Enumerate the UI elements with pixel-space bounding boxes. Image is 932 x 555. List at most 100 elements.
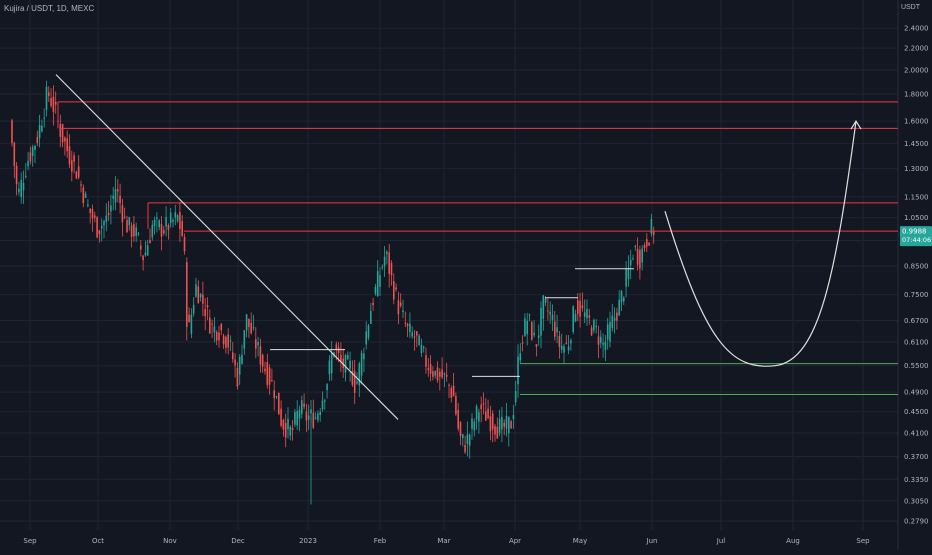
candle-body (64, 137, 66, 142)
candle-body (356, 381, 358, 384)
candle-body (537, 335, 540, 338)
x-tick-label: Nov (163, 537, 177, 545)
candle-body (330, 353, 333, 374)
candle-body (103, 221, 105, 226)
candle-body (259, 346, 262, 365)
candle-body (650, 218, 653, 234)
candle-body (264, 368, 266, 372)
x-tick-label: Mar (437, 537, 450, 545)
candle-body (48, 92, 50, 96)
candle-body (625, 269, 627, 287)
candle-body (59, 123, 62, 137)
candle-body (248, 318, 250, 327)
symbol-header: Kujira / USDT, 1D, MEXC (4, 4, 95, 13)
candle-body (195, 284, 197, 297)
candle-body (531, 322, 533, 340)
descending-trendline (55, 74, 399, 420)
candle-body (337, 347, 340, 354)
candle-body (397, 300, 400, 315)
candle-body (542, 295, 545, 319)
candle-body (149, 239, 151, 244)
candle-body (347, 355, 349, 360)
candle-body (388, 252, 390, 274)
candle-body (146, 245, 149, 256)
candle-body (524, 318, 526, 336)
candle-body (367, 325, 370, 338)
candle-body (452, 385, 455, 397)
candle-body (514, 391, 517, 403)
candle-body (629, 259, 632, 266)
candle-body (459, 422, 462, 437)
candle-body (255, 339, 257, 349)
candle-body (41, 125, 43, 132)
candle-body (583, 312, 586, 317)
candle-body (213, 326, 216, 333)
candle-body (36, 137, 39, 143)
candle-body (43, 117, 45, 119)
candle-body (600, 336, 602, 344)
candle-body (289, 426, 292, 436)
candle-body (602, 342, 604, 345)
candle-body (593, 319, 595, 331)
candle-body (353, 370, 356, 393)
current-price-tag (900, 226, 932, 247)
candle-body (464, 444, 466, 453)
candle-body (358, 363, 361, 386)
y-tick-label: 2.4000 (904, 25, 929, 33)
candle-body (636, 249, 639, 265)
candle-body (604, 341, 607, 351)
candle-body (117, 189, 119, 192)
candle-body (448, 384, 450, 386)
candle-body (144, 252, 147, 256)
candle-body (190, 314, 193, 334)
candle-body (298, 409, 301, 419)
x-tick-label: Apr (509, 537, 521, 545)
candle-body (416, 331, 418, 336)
candle-body (393, 281, 395, 300)
candle-body (11, 120, 13, 144)
x-tick-label: Sep (856, 537, 870, 545)
candle-body (137, 233, 140, 235)
candle-body (567, 346, 570, 351)
candle-body (142, 255, 144, 261)
candle-body (503, 422, 505, 427)
candle-body (312, 412, 315, 428)
candle-body (169, 212, 172, 224)
candle-body (399, 302, 402, 306)
candle-body (574, 313, 577, 322)
y-tick-label: 0.3700 (904, 453, 929, 461)
candle-body (140, 245, 142, 250)
candle-body (521, 342, 524, 344)
y-tick-label: 0.7500 (904, 291, 929, 299)
candle-body (133, 224, 135, 237)
candle-body (370, 311, 372, 324)
candle-body (206, 304, 209, 308)
candle-body (422, 346, 425, 349)
candle-body (344, 354, 347, 373)
candle-body (379, 275, 381, 288)
candle-body (526, 320, 528, 334)
candle-body (372, 302, 374, 306)
candle-body (386, 251, 388, 255)
candle-body (420, 344, 423, 353)
candle-body (409, 323, 411, 333)
candle-body (45, 86, 48, 110)
candle-body (100, 225, 103, 229)
candle-body (560, 345, 563, 350)
candle-body (351, 371, 354, 385)
candle-body (340, 354, 342, 362)
candle-body (220, 324, 223, 331)
candle-body (273, 390, 275, 399)
candle-body (15, 165, 18, 185)
candle-body (324, 400, 326, 402)
candle-body (597, 336, 600, 345)
candle-body (646, 239, 648, 247)
x-tick-label: May (573, 537, 587, 545)
candle-body (66, 138, 68, 152)
candle-body (335, 344, 338, 350)
candle-body (158, 220, 160, 228)
candle-body (80, 184, 82, 186)
